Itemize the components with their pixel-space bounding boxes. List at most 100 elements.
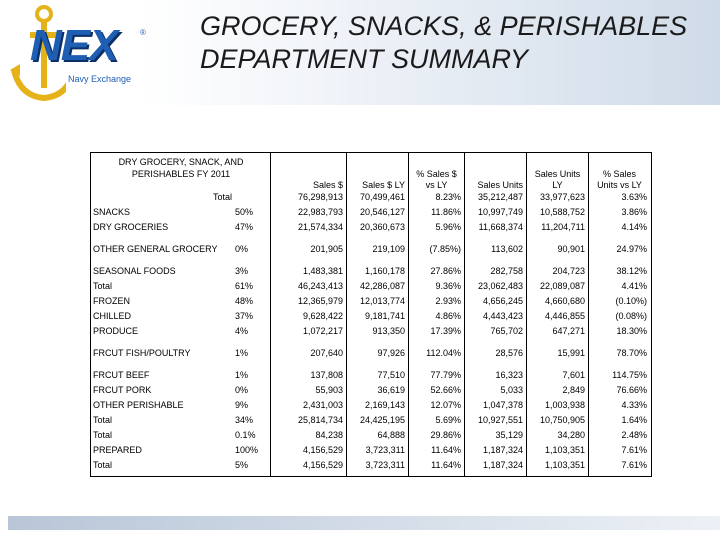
table-cell: 7.61% <box>621 445 647 455</box>
row-label: Total <box>93 415 113 425</box>
table-cell: 38.12% <box>616 266 647 276</box>
table-cell: 114.75% <box>612 370 647 380</box>
table-cell: 2.93% <box>435 296 461 306</box>
table-cell: 112.04% <box>426 348 461 358</box>
table-cell: 4.14% <box>621 222 647 232</box>
row-share: 0.1% <box>235 430 256 440</box>
table-cell: 27.86% <box>430 266 461 276</box>
logo-tagline: Navy Exchange <box>68 74 132 84</box>
table-cell: 1,003,938 <box>544 400 585 410</box>
row-label: Total <box>93 460 113 470</box>
row-share: 1% <box>235 370 249 380</box>
table-cell: 64,888 <box>377 430 405 440</box>
nex-logo: NEX ® Navy Exchange <box>4 4 154 104</box>
table-cell: 34,280 <box>557 430 585 440</box>
table-cell: 1,103,351 <box>544 445 585 455</box>
table-cell: 12.07% <box>430 400 461 410</box>
row-label: FROZEN <box>93 296 130 306</box>
row-label: FRCUT BEEF <box>93 370 150 380</box>
table-cell: 5,033 <box>500 385 523 395</box>
column-divider <box>270 153 271 476</box>
table-cell: 10,588,752 <box>539 207 585 217</box>
table-cell: 4.41% <box>621 281 647 291</box>
table-cell: 2,169,143 <box>364 400 405 410</box>
table-cell: 4,156,529 <box>302 460 343 470</box>
row-share: 5% <box>235 460 249 470</box>
row-label: Total <box>93 281 113 291</box>
row-share: 34% <box>235 415 254 425</box>
table-cell: 219,109 <box>372 244 405 254</box>
row-share: 3% <box>235 266 249 276</box>
registered-mark: ® <box>140 28 146 37</box>
column-header: % Sales $ <box>416 169 457 179</box>
table-cell: 204,723 <box>552 266 585 276</box>
table-cell: 2,849 <box>562 385 585 395</box>
table-cell: (0.10%) <box>615 296 647 306</box>
table-cell: 15,991 <box>557 348 585 358</box>
table-cell: 4,656,245 <box>482 296 523 306</box>
table-cell: 17.39% <box>430 326 461 336</box>
table-cell: 24.97% <box>616 244 647 254</box>
table-cell: 23,062,483 <box>477 281 523 291</box>
column-header: % Sales <box>602 169 637 179</box>
column-divider <box>346 153 347 476</box>
table-cell: 1,047,378 <box>482 400 523 410</box>
table-cell: 2.48% <box>621 430 647 440</box>
table-cell: 5.69% <box>435 415 461 425</box>
table-cell: 11,668,374 <box>478 222 523 232</box>
row-share: 0% <box>235 385 249 395</box>
row-label: FRCUT PORK <box>93 385 152 395</box>
table-cell: 10,750,905 <box>539 415 585 425</box>
column-header: Units vs LY <box>597 180 642 190</box>
table-cell: 77.79% <box>430 370 461 380</box>
column-header: vs LY <box>425 180 448 190</box>
table-cell: 22,089,087 <box>539 281 585 291</box>
table-cell: 3,723,311 <box>365 445 405 455</box>
table-cell: 1,483,381 <box>302 266 343 276</box>
column-header: Sales $ <box>312 180 343 190</box>
summary-table: DRY GROCERY, SNACK, AND PERISHABLES FY 20… <box>90 152 652 477</box>
table-cell: 22,983,793 <box>297 207 343 217</box>
table-cell: 4.33% <box>621 400 647 410</box>
table-cell: 4,156,529 <box>302 445 343 455</box>
row-share: 47% <box>235 222 254 232</box>
table-cell: 55,903 <box>315 385 343 395</box>
table-cell: 97,926 <box>377 348 405 358</box>
table-cell: 7,601 <box>562 370 585 380</box>
row-label: FRCUT FISH/POULTRY <box>93 348 191 358</box>
table-cell: 12,365,979 <box>297 296 343 306</box>
table-cell: 1,072,217 <box>302 326 343 336</box>
table-cell: 2,431,003 <box>302 400 343 410</box>
table-cell: 9,628,422 <box>302 311 343 321</box>
table-cell: 5.96% <box>435 222 461 232</box>
table-cell: 1.64% <box>621 415 647 425</box>
table-cell: 12,013,774 <box>359 296 405 306</box>
anchor-icon <box>10 5 66 102</box>
row-label: Total <box>93 430 113 440</box>
row-label: CHILLED <box>93 311 132 321</box>
footer-band <box>8 516 720 530</box>
table-cell: 3,723,311 <box>365 460 405 470</box>
table-cell: 9,181,741 <box>364 311 405 321</box>
table-cell: 90,901 <box>557 244 585 254</box>
table-cell: 28,576 <box>495 348 523 358</box>
table-cell: 137,808 <box>310 370 343 380</box>
table-cell: 10,927,551 <box>477 415 523 425</box>
table-cell: 4,443,423 <box>482 311 523 321</box>
table-cell: 33,977,623 <box>539 192 585 202</box>
row-share: 61% <box>235 281 254 291</box>
table-cell: 21,574,334 <box>297 222 343 232</box>
table-cell: 52.66% <box>430 385 461 395</box>
table-cell: 70,499,461 <box>359 192 405 202</box>
row-share: 48% <box>235 296 254 306</box>
table-cell: 3.86% <box>621 207 647 217</box>
column-divider <box>588 153 589 476</box>
table-cell: 11.64% <box>431 445 461 455</box>
table-cell: 4,446,855 <box>544 311 585 321</box>
title-line-2: DEPARTMENT SUMMARY <box>200 44 529 74</box>
table-cell: 24,425,195 <box>359 415 405 425</box>
title-line-1: GROCERY, SNACKS, & PERISHABLES <box>200 11 688 41</box>
table-cell: 18.30% <box>616 326 647 336</box>
row-share: 100% <box>235 445 259 455</box>
table-cell: 4,660,680 <box>544 296 585 306</box>
